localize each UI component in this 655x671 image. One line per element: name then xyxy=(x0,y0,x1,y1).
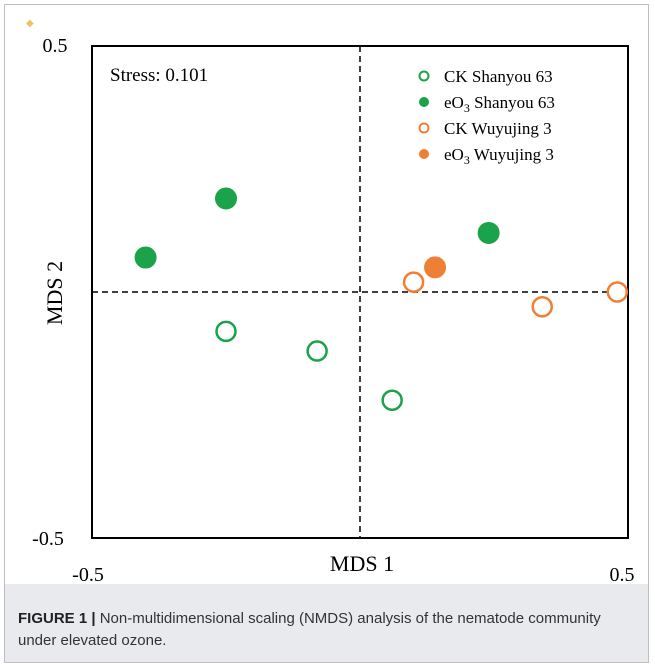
legend-marker-3 xyxy=(418,122,430,134)
point-2-1 xyxy=(215,187,237,210)
corner-star-icon: ◆ xyxy=(26,18,34,29)
legend-label-3: CK Wuyujing 3 xyxy=(444,119,552,138)
legend-marker-2 xyxy=(419,97,429,107)
x-axis-label: MDS 1 xyxy=(330,551,394,576)
legend-marker-4 xyxy=(419,149,429,159)
point-4-2 xyxy=(424,256,447,279)
point-2-2 xyxy=(134,246,157,269)
stress-annotation: Stress: 0.101 xyxy=(110,65,208,86)
legend-marker-1 xyxy=(418,70,430,82)
figure-caption: FIGURE 1 | Non-multidimensional scaling … xyxy=(18,608,638,652)
x-tick-right: 0.5 xyxy=(610,564,635,586)
y-axis-label: MDS 2 xyxy=(42,261,67,325)
point-2-3 xyxy=(477,221,500,244)
x-tick-left: -0.5 xyxy=(72,564,104,586)
figure-frame xyxy=(4,4,649,663)
caption-area xyxy=(5,584,648,662)
point-3-1 xyxy=(402,271,425,293)
data-points xyxy=(134,187,629,411)
nmds-scatter-chart: 0.5 -0.5 -0.5 0.5 MDS 1 MDS 2 Stress: 0.… xyxy=(32,35,635,586)
y-tick-top: 0.5 xyxy=(43,35,68,57)
point-1-2 xyxy=(306,340,328,362)
caption-text: Non-multidimensional scaling (NMDS) anal… xyxy=(18,610,601,649)
point-3-3 xyxy=(606,281,629,303)
point-1-1 xyxy=(215,320,237,343)
point-1-3 xyxy=(381,389,403,411)
y-tick-bottom: -0.5 xyxy=(32,528,64,550)
caption-label: FIGURE 1 | xyxy=(18,610,96,627)
point-3-2 xyxy=(531,296,553,318)
legend-label-2: eO3 Shanyou 63 xyxy=(444,93,555,115)
legend: CK Shanyou 63 eO3 Shanyou 63 CK Wuyujing 3… xyxy=(418,67,555,167)
legend-label-1: CK Shanyou 63 xyxy=(444,67,553,86)
legend-label-4: eO3 Wuyujing 3 xyxy=(444,145,554,167)
